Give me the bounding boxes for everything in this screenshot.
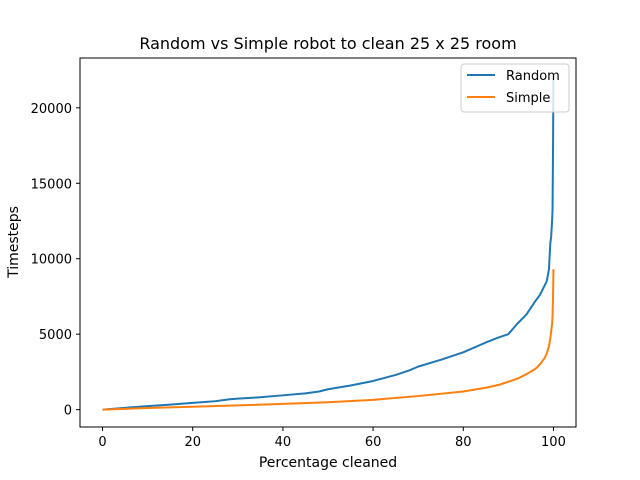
y-tick-label: 5000 — [39, 328, 72, 343]
x-axis: 0 20 40 60 80 100 — [98, 427, 566, 450]
x-tick-label: 60 — [365, 435, 382, 450]
legend: Random Simple — [460, 63, 570, 113]
y-tick-label: 20000 — [31, 102, 72, 117]
series-line-simple — [102, 269, 555, 411]
x-tick-label: 80 — [455, 435, 472, 450]
y-tick-label: 10000 — [31, 253, 72, 268]
series-line-random — [102, 77, 555, 411]
x-tick-label: 20 — [184, 435, 201, 450]
x-tick-label: 100 — [541, 435, 566, 450]
chart-title: Random vs Simple robot to clean 25 x 25 … — [139, 34, 516, 53]
legend-label-random: Random — [506, 69, 560, 84]
y-axis-title: Timesteps — [6, 206, 22, 279]
x-tick-label: 0 — [98, 435, 106, 450]
y-tick-label: 0 — [64, 404, 72, 419]
y-tick-label: 15000 — [31, 177, 72, 192]
legend-label-simple: Simple — [506, 91, 550, 106]
plot-frame — [79, 57, 577, 428]
plot-lines — [102, 77, 555, 411]
x-axis-title: Percentage cleaned — [259, 455, 397, 471]
y-axis: 0 5000 10000 15000 20000 — [31, 102, 80, 419]
x-tick-label: 40 — [275, 435, 292, 450]
